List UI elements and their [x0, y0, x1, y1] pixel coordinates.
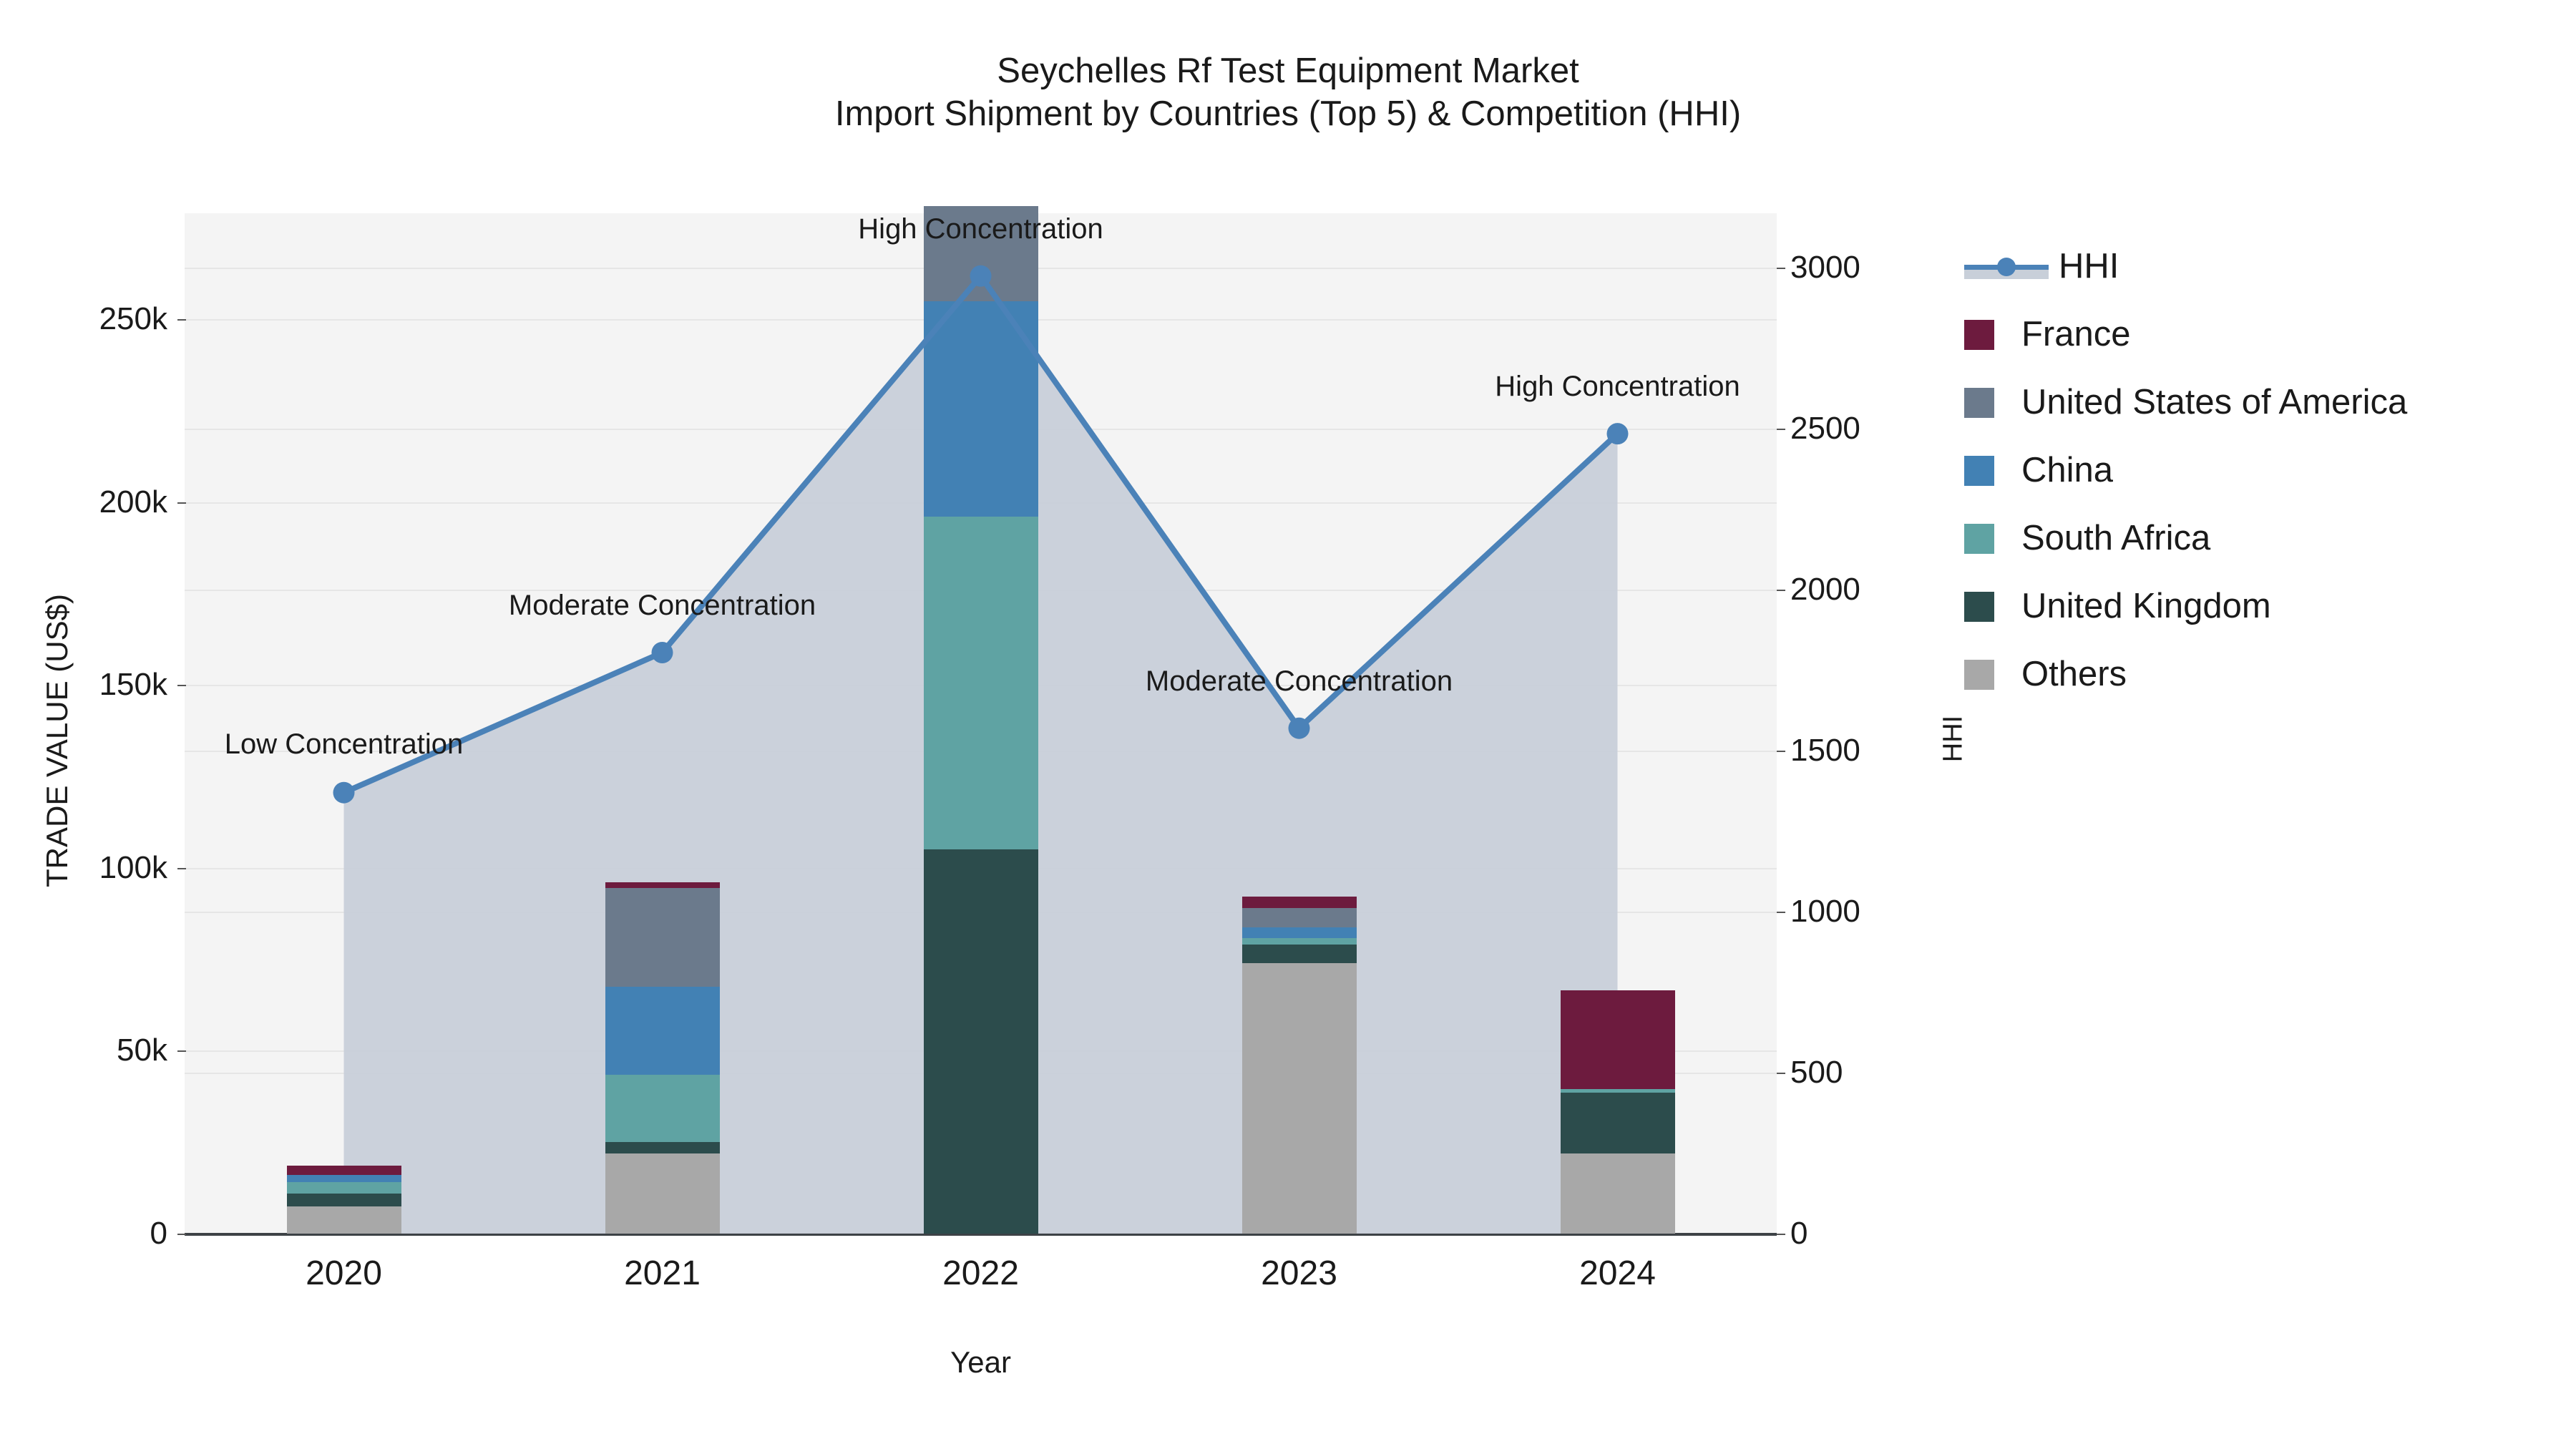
legend-item[interactable]: Others: [1964, 640, 2558, 708]
bar-segment: [605, 882, 720, 888]
legend-item[interactable]: United Kingdom: [1964, 572, 2558, 640]
legend-item-label: United Kingdom: [2021, 587, 2271, 625]
y-axis-right-tick-label: 500: [1790, 1055, 1843, 1091]
y-axis-left-tick-mark: [177, 685, 186, 687]
legend-item[interactable]: HHI: [1964, 233, 2558, 301]
y-axis-left-tick-label: 250k: [99, 301, 167, 337]
y-axis-right-tick-mark: [1777, 590, 1785, 592]
y-axis-right-tick-label: 1000: [1790, 894, 1860, 930]
concentration-annotation: High Concentration: [1495, 371, 1740, 403]
x-axis-line: [185, 1233, 1777, 1236]
bar-segment: [923, 517, 1038, 850]
bar-segment: [1560, 990, 1675, 1090]
bar-segment: [286, 1182, 401, 1194]
y-axis-right-ticks: 0 500 1000 1500 2000 2500 3000: [1789, 0, 2004, 1449]
y-axis-right-tick-mark: [1777, 751, 1785, 753]
y-axis-right-tick-mark: [1777, 268, 1785, 270]
y-axis-left-tick-mark: [177, 319, 186, 321]
legend-color-swatch: [1964, 659, 1994, 690]
y-axis-right-tick-mark: [1777, 912, 1785, 914]
legend: HHI France United States of America China So…: [1964, 233, 2558, 708]
y-axis-left-ticks: 0 50k 100k 150k 200k 250k: [0, 0, 169, 1449]
bar-segment: [1241, 896, 1357, 909]
bar-segment: [923, 849, 1038, 1234]
x-axis-title: Year: [950, 1345, 1011, 1379]
y-axis-left-tick-mark: [177, 867, 186, 869]
y-axis-left-tick-label: 50k: [117, 1033, 167, 1068]
hhi-line: [341, 273, 1621, 796]
bar-segment: [286, 1166, 401, 1176]
bar-segment: [1560, 1089, 1675, 1093]
concentration-annotation: Moderate Concentration: [508, 590, 816, 622]
bar-segment: [1560, 1153, 1675, 1234]
y-axis-left-tick-mark: [177, 1234, 186, 1235]
legend-item-label: United States of America: [2021, 383, 2408, 421]
x-axis-tick-label: 2021: [624, 1254, 701, 1292]
chart-title: Seychelles Rf Test Equipment Market: [997, 52, 1579, 90]
hhi-data-point: [1606, 423, 1629, 445]
y-axis-right-tick-label: 3000: [1790, 250, 1860, 286]
legend-item[interactable]: China: [1964, 436, 2558, 504]
bar-segment: [605, 888, 720, 987]
concentration-annotation: Moderate Concentration: [1145, 665, 1453, 697]
legend-item[interactable]: South Africa: [1964, 504, 2558, 572]
bar-segment: [605, 1153, 720, 1234]
bar-segment: [286, 1175, 401, 1183]
y-axis-right-tick-label: 0: [1790, 1216, 1808, 1251]
y-axis-right-tick-label: 2500: [1790, 411, 1860, 447]
bar-segment: [1241, 927, 1357, 939]
x-axis-tick-label: 2023: [1261, 1254, 1337, 1292]
legend-item-label: France: [2021, 315, 2131, 353]
y-axis-left-tick-mark: [177, 1050, 186, 1053]
x-axis-tick-label: 2022: [942, 1254, 1019, 1292]
bar-segment: [1241, 908, 1357, 927]
y-axis-right-tick-mark: [1777, 1073, 1785, 1075]
bar-segment: [1560, 1093, 1675, 1153]
concentration-annotation: High Concentration: [858, 213, 1103, 245]
y-axis-left-title: TRADE VALUE (US$): [40, 594, 74, 887]
bar-segment: [605, 1142, 720, 1153]
bar-segment: [605, 1074, 720, 1143]
legend-color-swatch: [1964, 387, 1994, 418]
legend-line-dot: [1997, 257, 2016, 276]
legend-item-label: Others: [2021, 655, 2127, 693]
y-axis-right-tick-mark: [1777, 1234, 1785, 1235]
legend-item[interactable]: France: [1964, 301, 2558, 369]
bar-segment: [1241, 938, 1357, 945]
legend-line-swatch: [1964, 252, 2049, 282]
y-axis-left-tick-label: 200k: [99, 484, 167, 519]
y-axis-left-tick-mark: [177, 502, 186, 504]
hhi-data-point: [651, 642, 673, 663]
bar-segment: [923, 301, 1038, 517]
y-axis-left-tick-label: 150k: [99, 667, 167, 703]
legend-item[interactable]: United States of America: [1964, 369, 2558, 436]
chart-subtitle: Import Shipment by Countries (Top 5) & C…: [834, 94, 1742, 133]
bar-segment: [286, 1193, 401, 1206]
y-axis-left-tick-label: 0: [150, 1216, 167, 1251]
legend-item-label: China: [2021, 451, 2114, 489]
legend-color-swatch: [1964, 319, 1994, 350]
hhi-data-point: [333, 781, 355, 804]
y-axis-right-tick-label: 2000: [1790, 572, 1860, 608]
x-axis-tick-label: 2024: [1579, 1254, 1656, 1292]
y-axis-left-tick-label: 100k: [99, 849, 167, 885]
hhi-data-point: [1288, 717, 1310, 739]
legend-color-swatch: [1964, 523, 1994, 554]
legend-item-label: HHI: [2059, 247, 2119, 286]
legend-color-swatch: [1964, 591, 1994, 622]
concentration-annotation: Low Concentration: [224, 728, 464, 760]
bar-segment: [1241, 962, 1357, 1234]
bar-segment: [1241, 945, 1357, 963]
x-axis-tick-label: 2020: [306, 1254, 382, 1292]
bar-segment: [605, 987, 720, 1075]
y-axis-right-tick-label: 1500: [1790, 733, 1860, 769]
y-axis-right-tick-mark: [1777, 429, 1785, 431]
legend-color-swatch: [1964, 455, 1994, 486]
hhi-marker-layer: [333, 265, 1629, 804]
legend-item-label: South Africa: [2021, 519, 2211, 557]
bar-segment: [286, 1206, 401, 1234]
chart-title-block: Seychelles Rf Test Equipment Market Impo…: [0, 50, 2576, 136]
hhi-data-point: [970, 265, 992, 287]
